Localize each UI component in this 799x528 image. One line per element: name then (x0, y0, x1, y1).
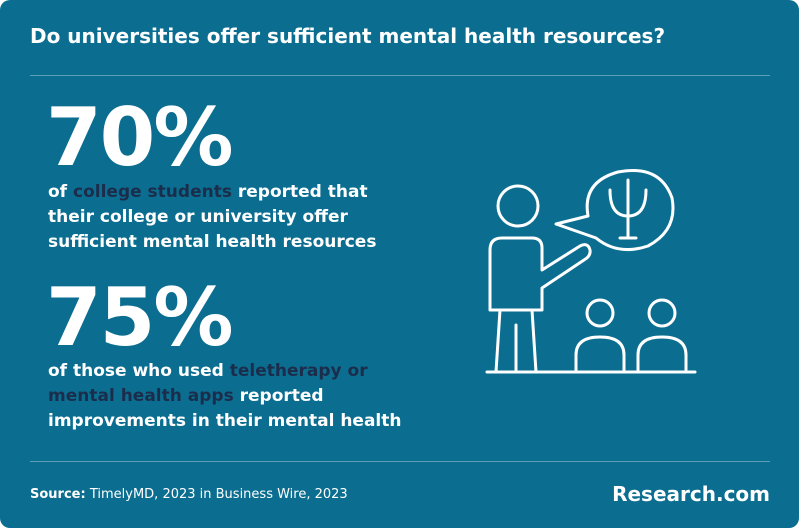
divider (30, 461, 770, 462)
stat-text: of (48, 182, 68, 202)
stat-description: of those who used teletherapy or mental … (48, 359, 408, 434)
stat-highlight: teletherapy or mental health apps (48, 361, 368, 406)
stat-value: 75% (46, 271, 233, 364)
divider (30, 75, 770, 76)
source-text: TimelyMD, 2023 in Business Wire, 2023 (89, 487, 348, 502)
brand-logo: Research.com (612, 482, 770, 506)
stat-text: of those who used (48, 361, 224, 381)
title: Do universities offer sufficient mental … (30, 24, 666, 48)
stat-value: 70% (46, 91, 233, 184)
source: Source: TimelyMD, 2023 in Business Wire,… (30, 487, 348, 502)
stat-text: reported that their college or universit… (48, 182, 377, 252)
teacher-icon (485, 169, 697, 374)
source-label: Source: (30, 487, 86, 502)
stat-text: reported improvements in their mental he… (48, 386, 402, 431)
stat-highlight: college students (73, 182, 232, 202)
stat-description: of college students reported that their … (48, 180, 408, 255)
